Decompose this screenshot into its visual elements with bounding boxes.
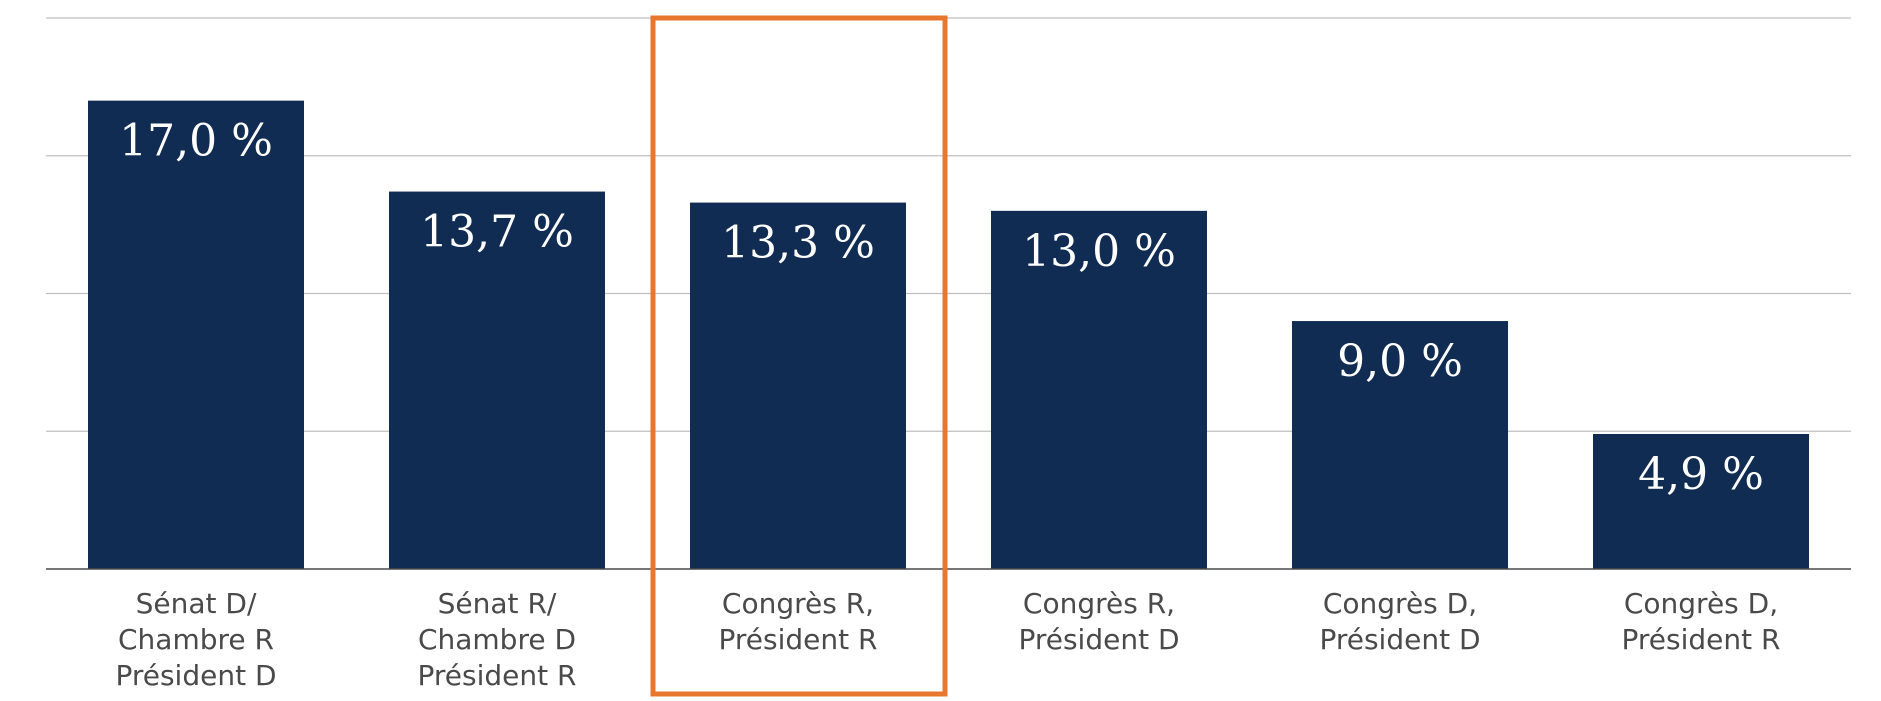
category-label: Président D <box>1319 623 1480 656</box>
bar <box>389 191 605 569</box>
bars <box>88 100 1809 570</box>
bar <box>88 100 304 570</box>
value-label: 17,0 % <box>119 116 273 167</box>
bar <box>991 210 1207 569</box>
value-label: 13,0 % <box>1022 226 1176 277</box>
bar <box>1593 434 1809 569</box>
value-labels: 17,0 % 13,7 % 13,3 % 13,0 % 9,0 % 4,9 % <box>119 116 1764 500</box>
category-label: Chambre D <box>418 623 576 656</box>
category-label: Président R <box>1622 623 1781 656</box>
category-label: Président R <box>418 659 577 692</box>
category-label: Président D <box>115 659 276 692</box>
bar <box>1292 321 1508 569</box>
category-label: Président R <box>719 623 878 656</box>
category-label: Sénat D/ <box>136 587 257 620</box>
category-label: Congrès R, <box>722 587 874 620</box>
category-label: Président D <box>1018 623 1179 656</box>
value-label: 9,0 % <box>1337 336 1463 387</box>
category-label: Sénat R/ <box>438 587 557 620</box>
bar <box>690 202 906 569</box>
value-label: 13,3 % <box>721 218 875 269</box>
category-label: Congrès R, <box>1023 587 1175 620</box>
gridlines <box>46 17 1851 432</box>
value-label: 4,9 % <box>1638 449 1764 500</box>
category-label: Congrès D, <box>1624 587 1778 620</box>
category-label: Chambre R <box>118 623 274 656</box>
highlight-box <box>650 15 948 697</box>
category-label: Congrès D, <box>1323 587 1477 620</box>
value-label: 13,7 % <box>420 207 574 258</box>
